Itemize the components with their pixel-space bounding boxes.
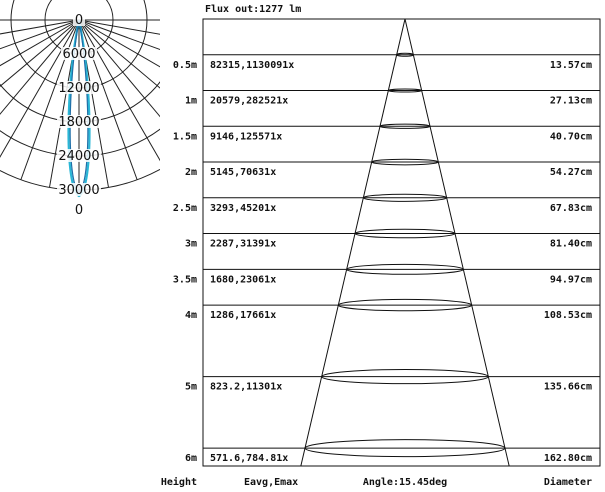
beam-ellipse	[387, 88, 423, 93]
row-diameter-value: 162.80cm	[544, 453, 592, 464]
polar-radial-line	[78, 19, 160, 68]
polar-radial-line	[20, 19, 80, 180]
row-height-label: 4m	[185, 310, 197, 321]
row-illuminance-value: 3293,45201x	[210, 203, 276, 214]
footer-eavg-label: Eavg,Emax	[244, 477, 298, 488]
row-illuminance-value: 9146,125571x	[210, 131, 282, 142]
ring-label-bg	[57, 183, 101, 196]
ring-label-bg	[73, 13, 85, 26]
cone-edge-right	[404, 18, 510, 467]
row-illuminance-value: 571.6,784.81x	[210, 453, 288, 464]
row-height-label: 6m	[185, 453, 197, 464]
beam-ellipse	[371, 158, 439, 166]
polar-bottom-label: 0	[75, 203, 83, 218]
polar-radial-line	[78, 19, 160, 118]
polar-radial-line	[0, 19, 80, 50]
flux-label: Flux out:1277 lm	[205, 4, 301, 15]
polar-ring-label: 12000	[58, 81, 99, 96]
row-diameter-value: 108.53cm	[544, 310, 592, 321]
row-illuminance-value: 1680,23061x	[210, 274, 276, 285]
row-illuminance-value: 20579,282521x	[210, 96, 288, 107]
polar-ring-label: 18000	[58, 115, 99, 130]
beam-ellipse	[396, 52, 414, 57]
row-diameter-value: 40.70cm	[550, 131, 592, 142]
polar-radial-line	[0, 19, 80, 35]
polar-ring-label: 6000	[62, 47, 95, 62]
ring-label-bg	[57, 81, 101, 94]
row-illuminance-value: 2287,31391x	[210, 239, 276, 250]
polar-radial-line	[0, 19, 80, 115]
row-illuminance-value: 823.2,11301x	[210, 382, 282, 393]
beam-ellipse	[354, 228, 456, 239]
row-diameter-value: 13.57cm	[550, 60, 592, 71]
footer-angle-label: Angle:15.45deg	[363, 477, 447, 488]
footer-diameter-label: Diameter	[544, 476, 592, 488]
row-illuminance-value: 1286,17661x	[210, 310, 276, 321]
row-diameter-value: 81.40cm	[550, 239, 592, 250]
row-height-label: 1m	[185, 96, 197, 107]
row-diameter-value: 94.97cm	[550, 274, 592, 285]
polar-radial-line	[78, 19, 138, 180]
row-height-label: 1.5m	[173, 131, 197, 142]
row-diameter-value: 67.83cm	[550, 203, 592, 214]
beam-ellipse	[321, 369, 489, 385]
polar-intensity-diagram: 0 6000 12000 18000 24000 30000 0	[0, 0, 160, 218]
row-diameter-value: 27.13cm	[550, 96, 592, 107]
polar-radial-line	[78, 19, 160, 162]
table-frame	[202, 18, 601, 467]
beam-ellipse	[379, 123, 431, 129]
row-height-label: 0.5m	[173, 60, 197, 71]
beam-ellipse	[346, 263, 464, 275]
row-height-label: 2.5m	[173, 203, 197, 214]
row-illuminance-value: 5145,70631x	[210, 167, 276, 178]
cone-edge-left	[300, 18, 406, 467]
ring-label-bg	[57, 149, 101, 162]
polar-radial-line	[0, 19, 80, 158]
polar-radial-line	[0, 19, 80, 67]
row-diameter-value: 54.27cm	[550, 167, 592, 178]
polar-ring-label: 30000	[58, 183, 99, 198]
row-diameter-value: 135.66cm	[544, 382, 592, 393]
polar-radial-line	[0, 19, 80, 87]
beam-ellipse	[337, 298, 473, 312]
row-illuminance-value: 82315,1130091x	[210, 60, 294, 71]
polar-radial-line	[78, 19, 160, 35]
row-height-label: 2m	[185, 167, 197, 178]
ring-label-bg	[61, 47, 97, 60]
polar-radial-line	[78, 19, 160, 51]
polar-radial-line	[78, 19, 160, 89]
row-height-label: 3m	[185, 239, 197, 250]
beam-ellipse	[362, 193, 448, 202]
polar-ring-label: 24000	[58, 149, 99, 164]
row-height-label: 3.5m	[173, 274, 197, 285]
ring-label-bg	[57, 115, 101, 128]
beam-ellipse	[304, 439, 506, 458]
polar-ring-label: 0	[75, 13, 83, 28]
row-height-label: 5m	[185, 382, 197, 393]
footer-height-label: Height	[161, 476, 197, 488]
